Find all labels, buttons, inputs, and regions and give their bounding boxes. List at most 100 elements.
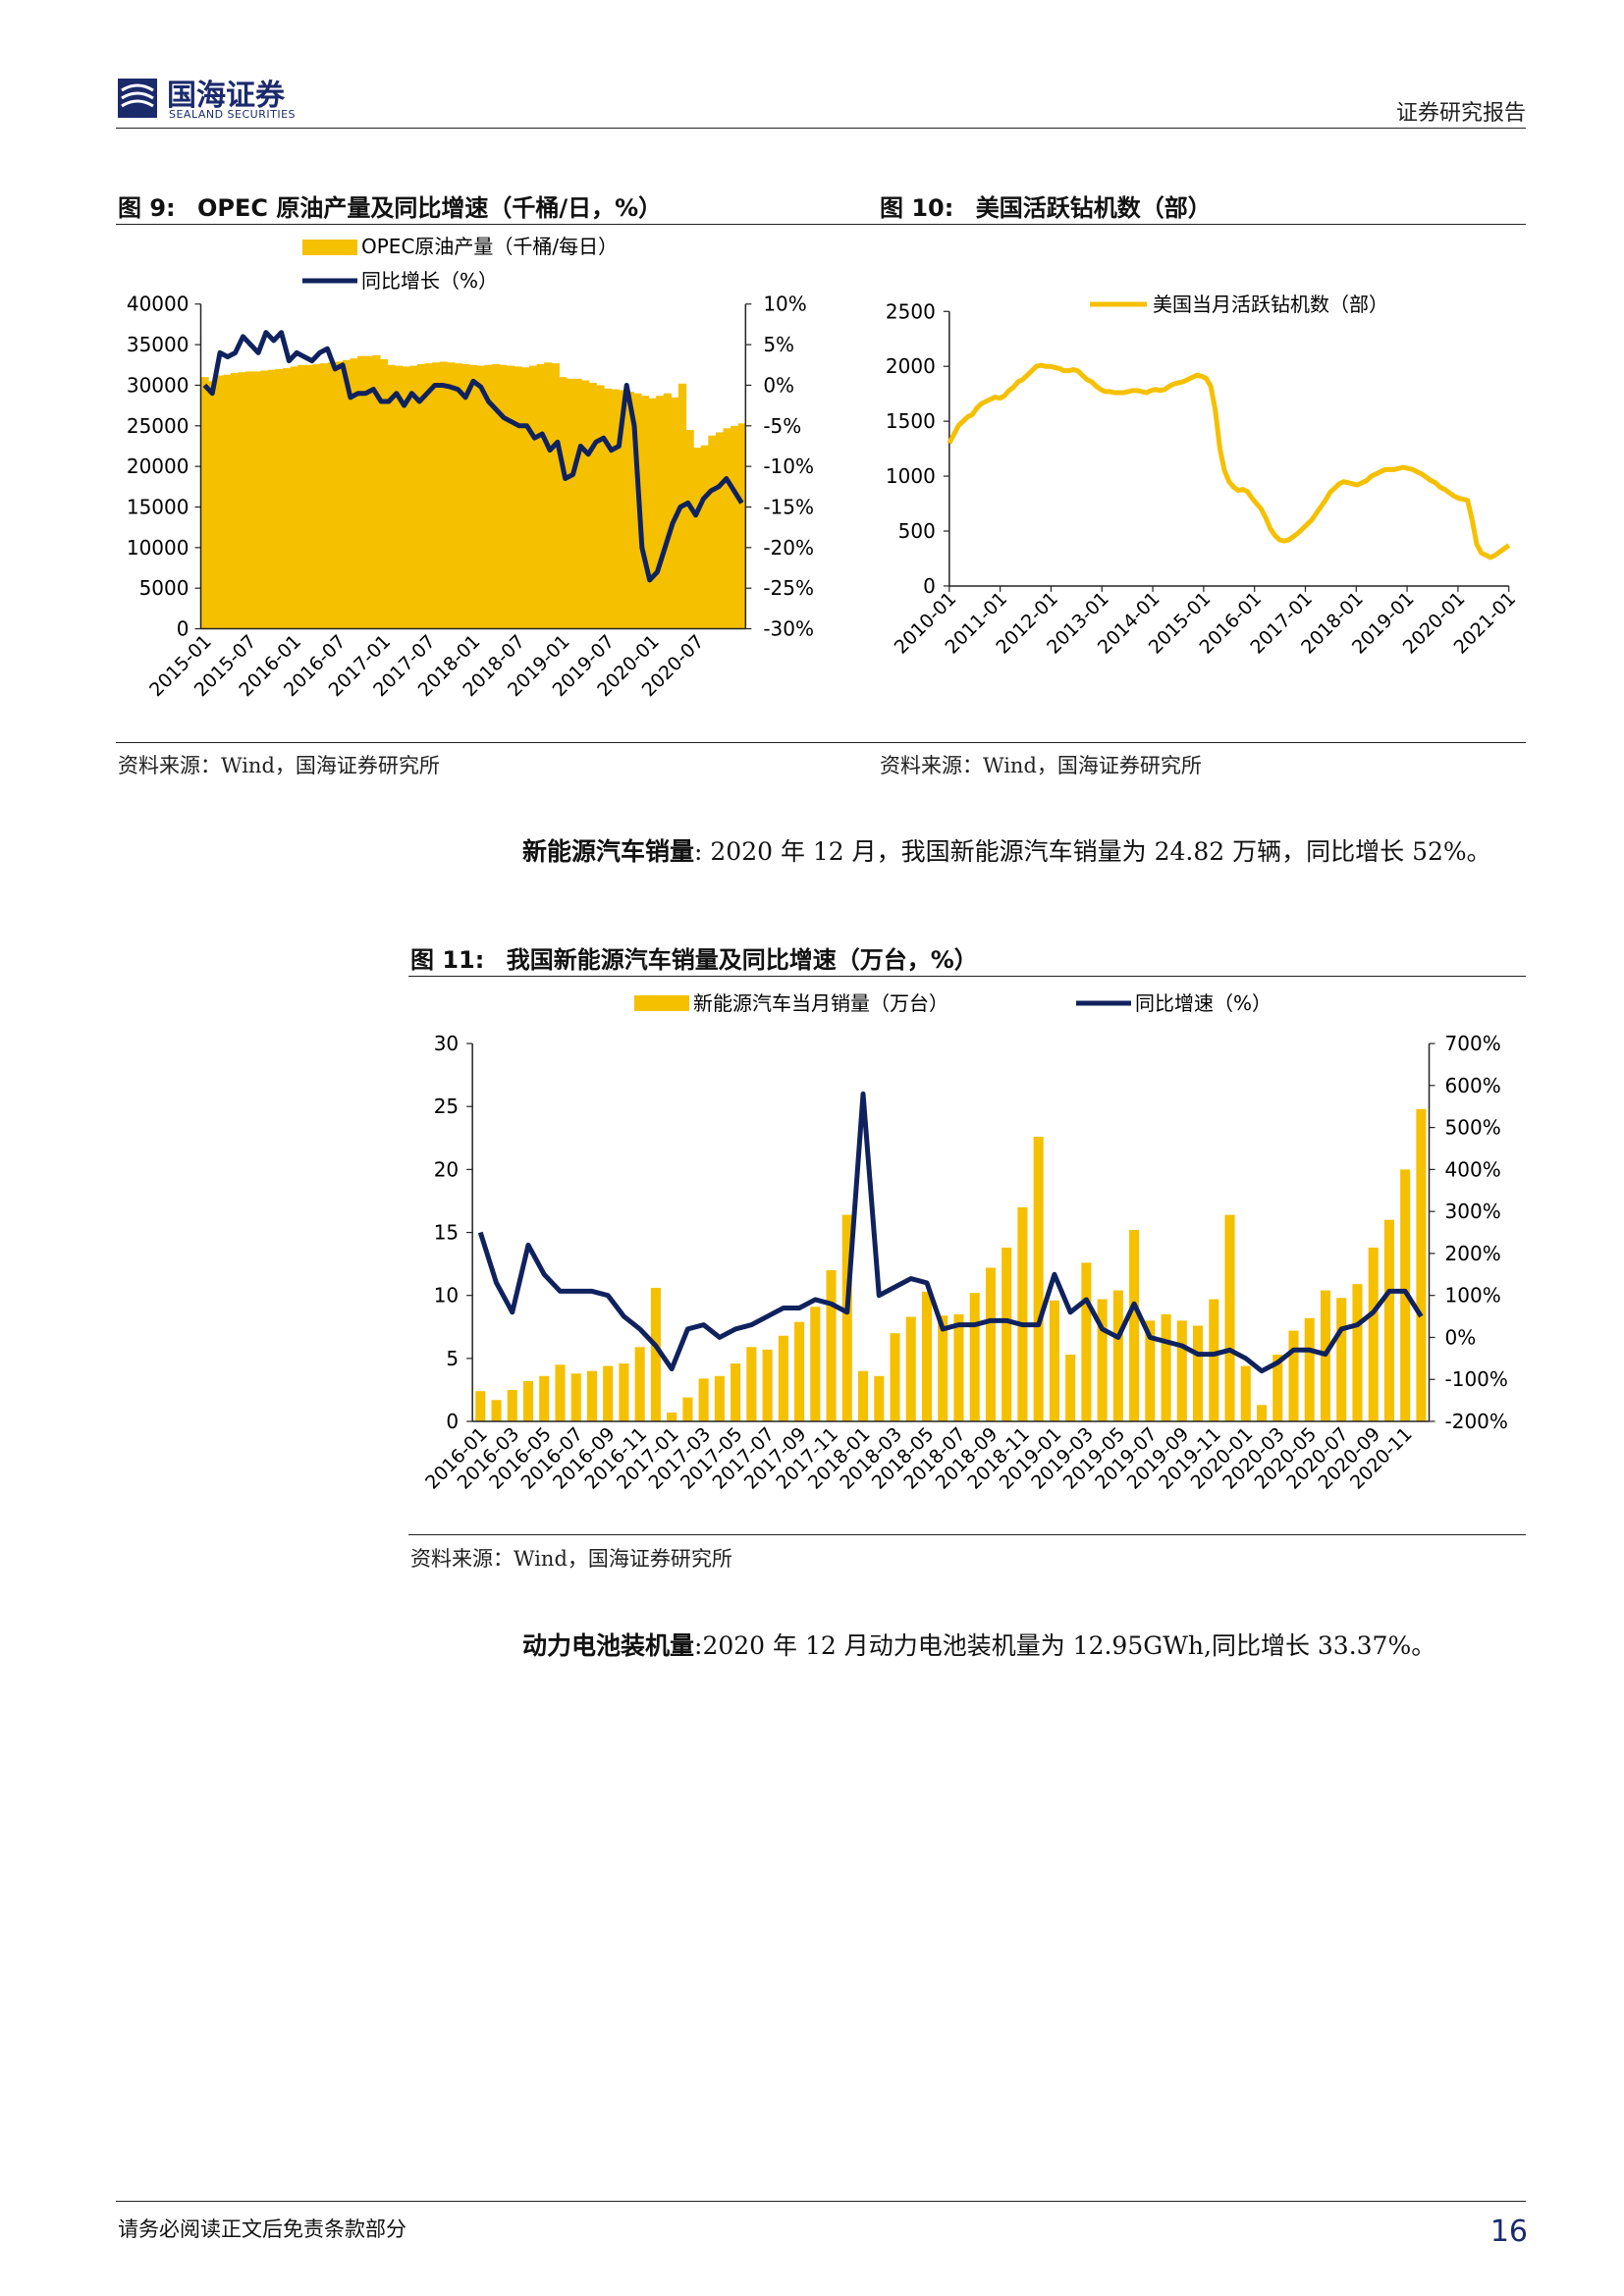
fig11-right-tick-label: 400%	[1445, 1157, 1501, 1181]
fig11-bar	[1176, 1320, 1187, 1422]
fig9-bar	[559, 377, 568, 629]
fig10-y-tick-label: 2500	[886, 299, 936, 323]
fig9-bar	[298, 364, 306, 629]
fig9-title-num: 图 9:	[118, 194, 176, 222]
fig9-left-tick-label: 20000	[127, 454, 189, 478]
fig11-bar	[603, 1365, 614, 1422]
fig9-bar	[379, 358, 389, 629]
nev-label: 新能源汽车销量	[522, 837, 695, 866]
fig11-bar	[969, 1293, 980, 1422]
fig9-bar	[648, 398, 657, 629]
fig9-bar	[357, 355, 366, 629]
fig11-bar	[874, 1375, 885, 1422]
fig9-bar	[663, 393, 672, 629]
fig11-bar	[890, 1333, 900, 1422]
fig11-bar	[698, 1378, 709, 1422]
fig11-source: 资料来源：Wind，国海证券研究所	[410, 1547, 732, 1571]
fig9-growth-line	[202, 330, 744, 583]
fig11-left-tick-label: 25	[434, 1095, 459, 1118]
fig11-bar	[1193, 1325, 1204, 1422]
fig9-bar	[528, 365, 538, 629]
fig11-bar	[522, 1380, 534, 1422]
fig9-bar	[372, 354, 381, 629]
logo: 国海证券 SEALAND SECURITIES	[116, 71, 332, 126]
fig9-bar	[395, 365, 404, 629]
fig9-bar	[603, 388, 613, 629]
fig9-bar	[715, 432, 725, 629]
fig11-bar	[1112, 1290, 1123, 1422]
fig9-bar	[432, 362, 441, 629]
fig9-bar	[611, 389, 620, 629]
fig11-title-text: 我国新能源汽车销量及同比增速（万台，%）	[506, 946, 978, 974]
fig11-bar	[714, 1375, 725, 1422]
fig9-bar	[208, 381, 217, 629]
fig9-right-tick-label: -20%	[763, 536, 814, 560]
fig10-y-tick-label: 1000	[886, 464, 936, 488]
fig9-fig10-bottom-rule	[116, 742, 1526, 743]
fig9-bar	[700, 445, 709, 629]
fig11-bar	[650, 1287, 661, 1422]
fig9-right-tick-label: 5%	[763, 333, 794, 356]
fig11-bar	[586, 1370, 597, 1422]
fig9-bar	[267, 369, 277, 629]
fig10-y-tick-label: 0	[923, 574, 936, 598]
fig11-left-tick-label: 20	[434, 1157, 459, 1181]
fig11-bar	[1240, 1365, 1251, 1422]
fig9-right-tick-label: -15%	[763, 495, 814, 518]
fig10-legend: 美国当月活跃钻机数（部）	[1090, 293, 1388, 316]
fig11-bar	[667, 1413, 677, 1422]
fig9-bar	[275, 368, 284, 629]
fig11-bar	[1065, 1354, 1076, 1422]
fig9-bar	[737, 423, 746, 629]
fig9-legend-line-label: 同比增长（%）	[361, 269, 498, 293]
fig9-bar	[439, 361, 448, 629]
fig9-bar	[656, 396, 665, 629]
fig9-bar	[342, 359, 352, 629]
fig11-title-num: 图 11:	[410, 946, 485, 974]
fig11-bar	[1049, 1300, 1059, 1422]
fig11-bar	[1368, 1247, 1379, 1422]
fig11-bar	[810, 1307, 821, 1422]
fig9-bar	[731, 425, 739, 629]
fig9-bar	[514, 366, 522, 629]
logo-cn: 国海证券	[167, 79, 285, 113]
fig11-right-tick-label: 200%	[1445, 1242, 1501, 1265]
fig9-left-tick-label: 15000	[127, 495, 189, 518]
fig9-right-tick-label: -5%	[763, 414, 801, 438]
fig9-bar	[260, 370, 269, 629]
fig11-bar	[1209, 1299, 1219, 1422]
nev-paragraph: 新能源汽车销量: 2020 年 12 月，我国新能源汽车销量为 24.82 万辆…	[522, 830, 1526, 874]
fig11-bar	[857, 1370, 869, 1422]
fig11-right-tick-label: 700%	[1445, 1032, 1501, 1055]
fig11-title: 图 11: 我国新能源汽车销量及同比增速（万台，%）	[410, 940, 978, 975]
fig10-source: 资料来源：Wind，国海证券研究所	[880, 754, 1202, 777]
fig11-bottom-rule	[408, 1534, 1526, 1535]
fig11-legend-bar-swatch	[634, 995, 689, 1011]
fig11-bar	[507, 1389, 517, 1422]
fig9-bar	[596, 385, 605, 629]
fig9-right-tick-label: -25%	[763, 576, 814, 600]
fig10-title-text: 美国活跃钻机数（部）	[975, 194, 1212, 222]
fig11-bar	[570, 1373, 581, 1422]
fig10-rig-line	[947, 362, 1511, 561]
fig9-source: 资料来源：Wind，国海证券研究所	[118, 754, 440, 777]
footer-rule	[116, 2201, 1526, 2202]
fig9-bar	[416, 363, 426, 629]
fig11-bar	[1352, 1284, 1363, 1422]
fig9-bar	[320, 363, 329, 629]
fig11-top-rule	[408, 976, 1526, 977]
fig11-bar	[921, 1291, 933, 1422]
fig9-right-tick-label: -30%	[763, 617, 814, 641]
fig11-bar	[1097, 1299, 1108, 1422]
fig9-bar	[476, 365, 485, 629]
fig11-bar	[475, 1391, 486, 1422]
fig11-bar	[762, 1349, 773, 1422]
fig9-bar	[215, 375, 224, 629]
fig11-bar	[841, 1214, 852, 1422]
fig11-bar	[1001, 1247, 1012, 1422]
fig9-bar	[364, 355, 373, 629]
fig11-left-tick-label: 30	[434, 1032, 459, 1055]
fig9-bar	[536, 363, 545, 629]
fig11-left-tick-label: 15	[434, 1221, 459, 1245]
fig9-bar	[625, 392, 634, 629]
